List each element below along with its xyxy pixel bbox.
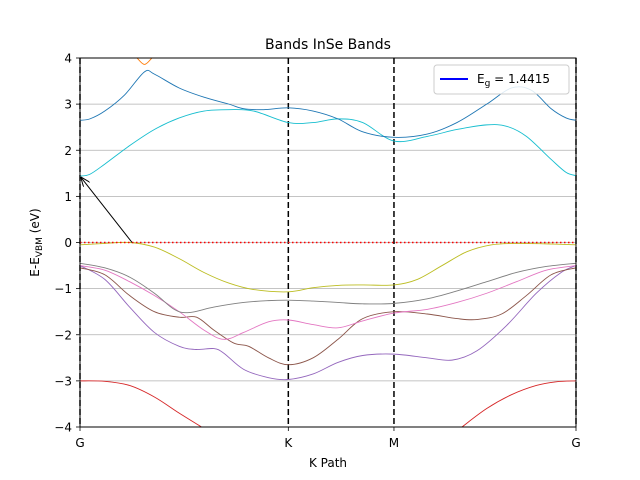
band-line xyxy=(80,265,576,381)
legend-label-base: E xyxy=(477,72,485,86)
chart-title: Bands InSe Bands xyxy=(265,37,391,53)
band-line xyxy=(80,262,576,314)
band-series xyxy=(80,58,576,427)
legend-label-suffix: = 1.4415 xyxy=(490,72,550,86)
band-line xyxy=(80,380,202,427)
y-axis-label-sub: VBM xyxy=(35,237,45,257)
band-line xyxy=(80,109,576,177)
gap-arrow-line xyxy=(81,178,133,243)
band-line xyxy=(80,265,576,340)
band-line xyxy=(136,58,153,65)
y-tick-label: 0 xyxy=(64,236,72,250)
y-axis: −4 −3 −2 −1 0 1 2 3 4 xyxy=(54,52,80,435)
y-axis-label-base: E-E xyxy=(28,257,42,277)
x-tick-label: G xyxy=(75,436,84,450)
y-tick-label: −4 xyxy=(54,421,72,435)
band-line xyxy=(80,241,576,293)
y-tick-label: 1 xyxy=(64,190,72,204)
gap-arrow xyxy=(81,178,133,243)
y-tick-label: 3 xyxy=(64,98,72,112)
band-line xyxy=(80,267,576,366)
legend: Eg = 1.4415 xyxy=(433,64,570,95)
x-tick-label: K xyxy=(284,436,293,450)
x-tick-label: G xyxy=(571,436,580,450)
y-tick-label: −1 xyxy=(54,282,72,296)
legend-label-sub: g xyxy=(485,79,491,89)
y-tick-label: −3 xyxy=(54,374,72,388)
y-axis-label: E-EVBM (eV) xyxy=(28,208,45,276)
x-axis-label: K Path xyxy=(309,456,347,470)
y-tick-label: −2 xyxy=(54,328,72,342)
x-tick-label: M xyxy=(389,436,399,450)
band-line xyxy=(461,380,576,427)
legend-label: Eg = 1.4415 xyxy=(477,72,550,89)
y-axis-label-suffix: (eV) xyxy=(28,208,42,237)
y-tick-label: 2 xyxy=(64,144,72,158)
y-tick-label: 4 xyxy=(64,52,72,66)
legend-box xyxy=(433,64,570,95)
